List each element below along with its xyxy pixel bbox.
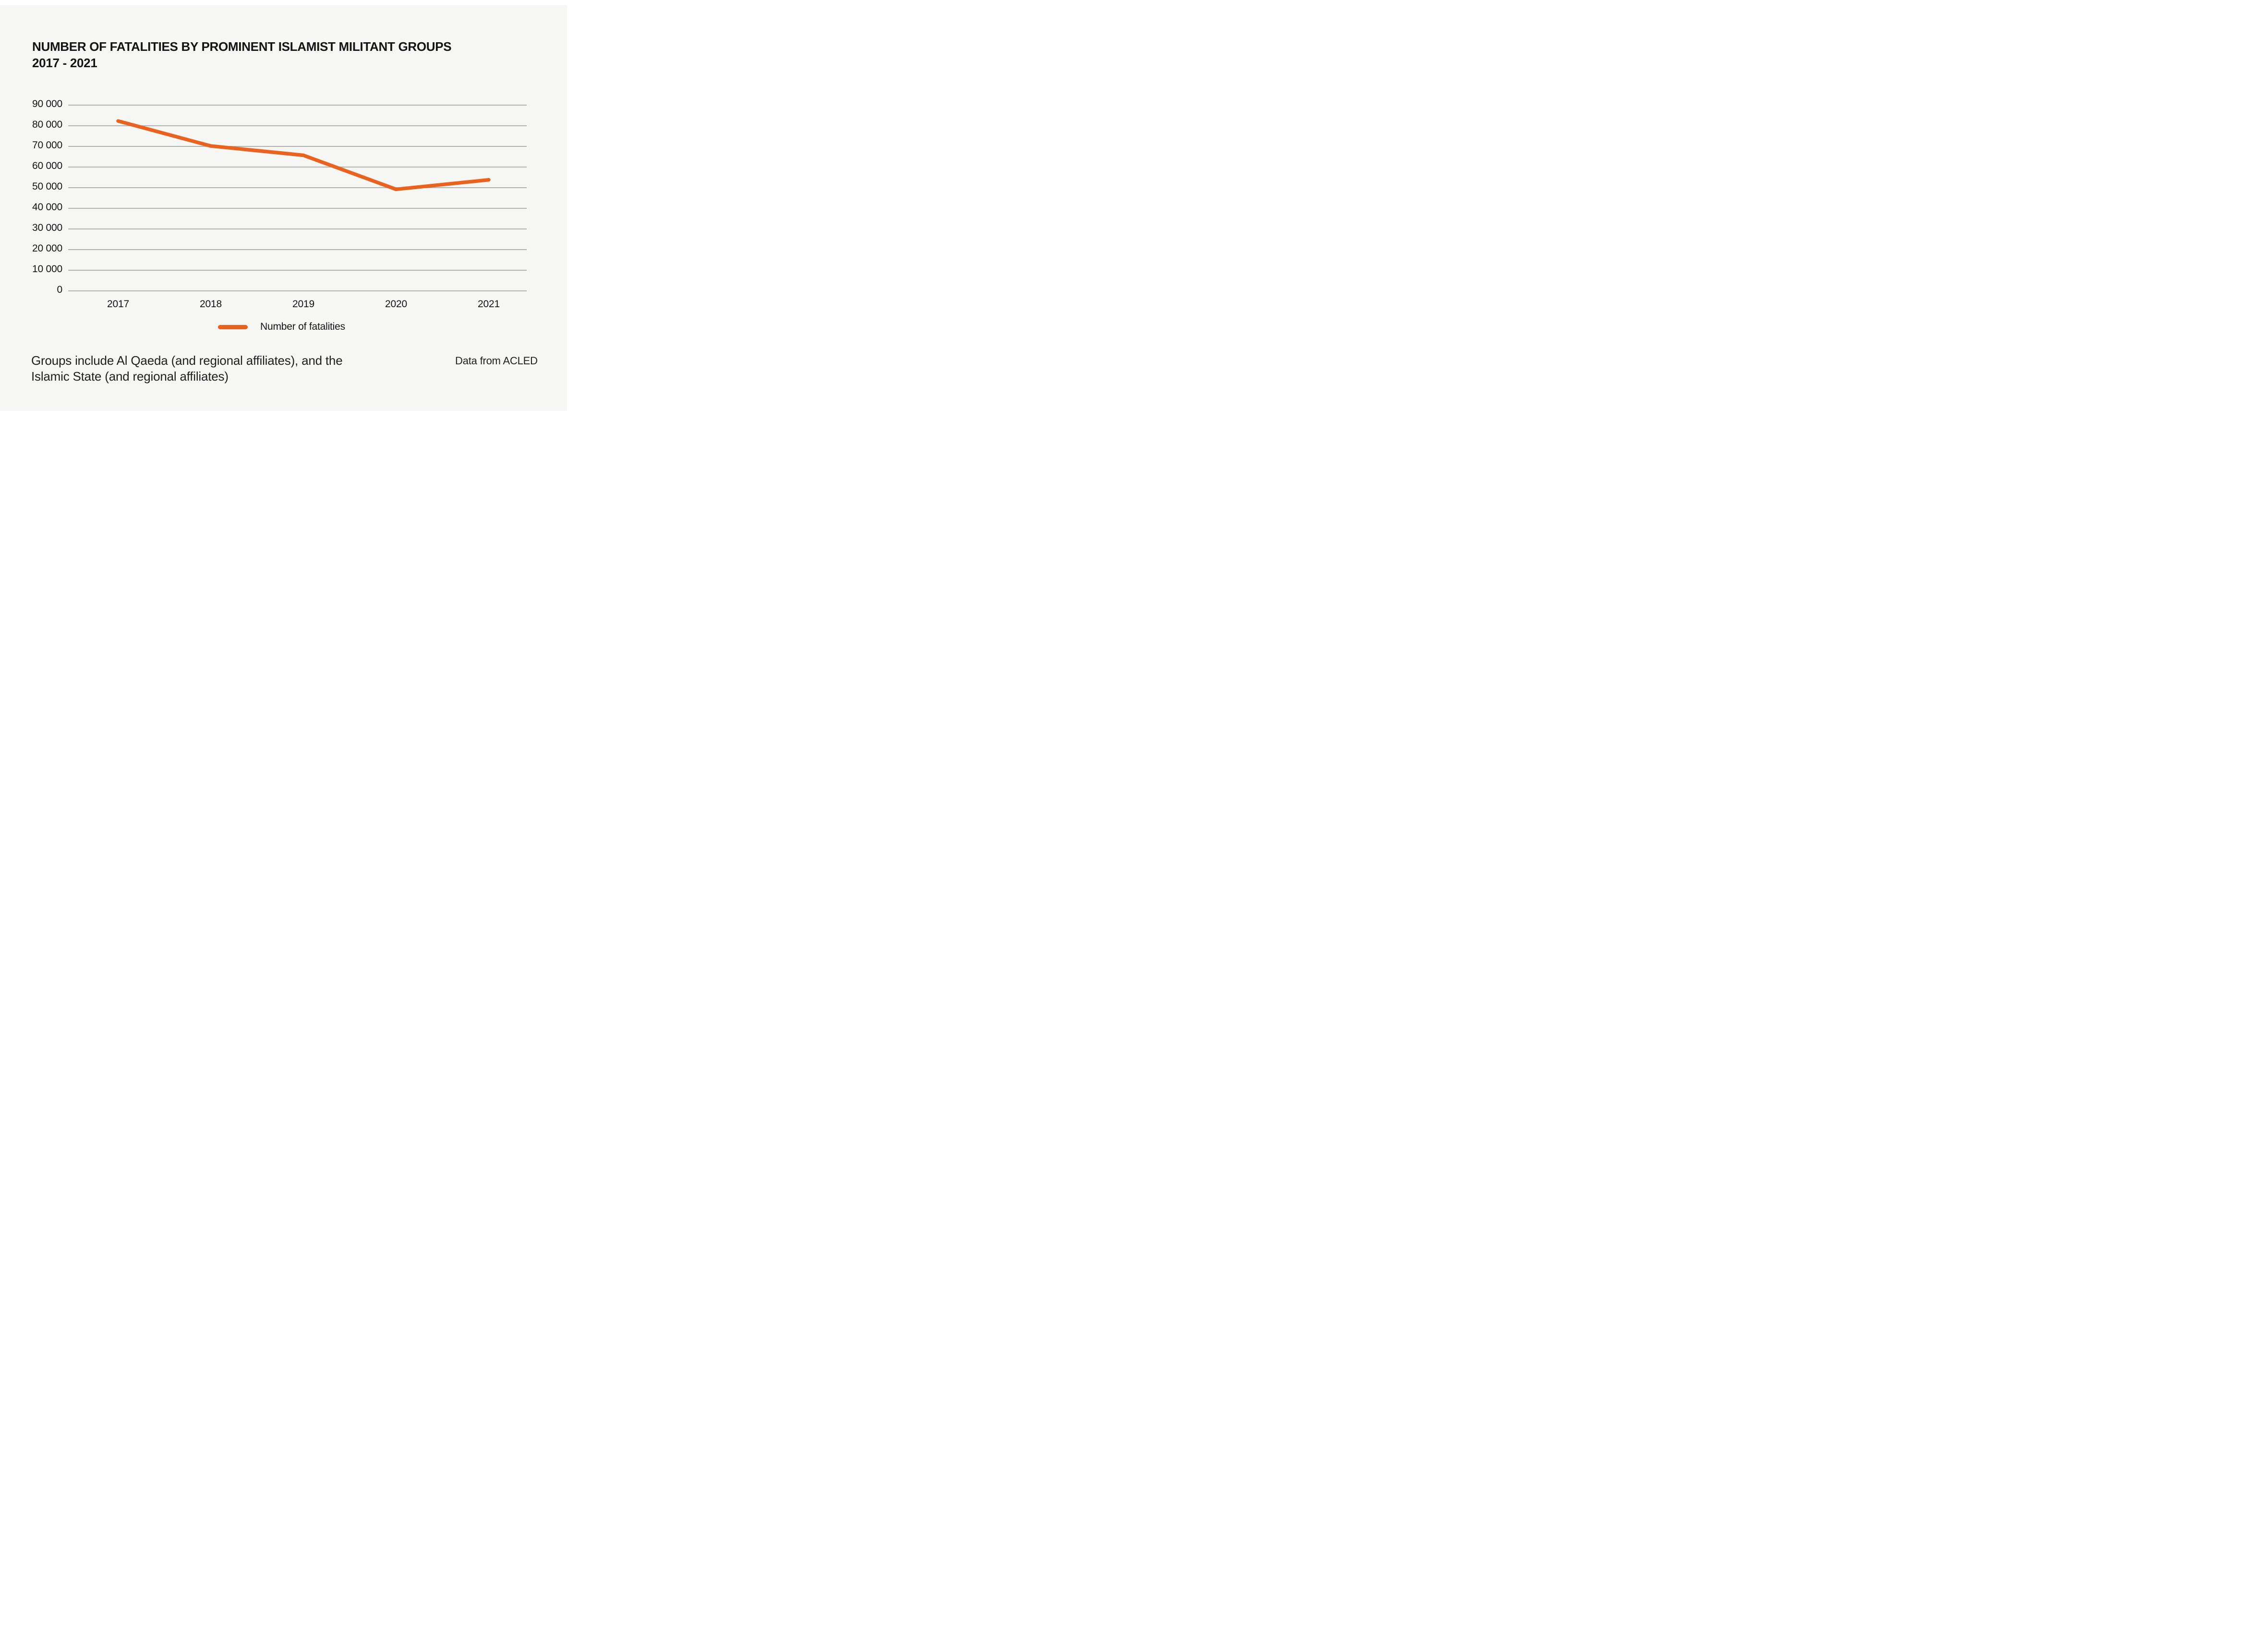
x-axis-tick-label: 2018 (200, 299, 222, 310)
plot-area: 0 10 000 20 000 30 000 40 000 50 000 60 000 70 … (0, 0, 567, 411)
y-axis-tick-label: 20 000 (32, 243, 62, 254)
series-line-number-of-fatalities (116, 119, 491, 192)
x-axis-tick-label: 2017 (107, 299, 129, 310)
chart-page: NUMBER OF FATALITIES BY PROMINENT ISLAMI… (0, 0, 567, 411)
y-axis-tick-label: 50 000 (32, 181, 62, 192)
chart-title-line-1: NUMBER OF FATALITIES BY PROMINENT ISLAMI… (32, 39, 452, 54)
legend-label: Number of fatalities (260, 321, 345, 332)
y-axis-tick-label: 40 000 (32, 202, 62, 213)
fatalities-line-chart (116, 119, 491, 192)
y-axis-tick-label: 60 000 (32, 160, 62, 171)
x-axis-tick-label: 2021 (478, 299, 500, 310)
gridline-y-80000 (68, 125, 527, 126)
gridline-y-10000 (68, 270, 527, 271)
gridline-y-30000 (68, 228, 527, 229)
footnote-line-1: Groups include Al Qaeda (and regional af… (31, 353, 343, 368)
gridline-y-60000 (68, 167, 527, 168)
y-axis-tick-label: 90 000 (32, 98, 62, 109)
gridline-y-20000 (68, 249, 527, 250)
chart-title: NUMBER OF FATALITIES BY PROMINENT ISLAMI… (32, 38, 452, 71)
gridline-y-50000 (68, 187, 527, 188)
legend: Number of fatalities (218, 319, 345, 335)
legend-swatch-number-of-fatalities (218, 324, 248, 329)
y-axis-tick-label: 70 000 (32, 140, 62, 151)
y-axis-tick-label: 30 000 (32, 222, 62, 233)
x-axis-tick-label: 2019 (292, 299, 314, 310)
gridline-y-40000 (68, 208, 527, 209)
x-axis-tick-label: 2020 (385, 299, 407, 310)
y-axis-tick-label: 10 000 (32, 264, 62, 275)
top-strip (0, 0, 567, 5)
chart-title-line-2: 2017 - 2021 (32, 56, 97, 70)
footnote-line-2: Islamic State (and regional affiliates) (31, 369, 229, 384)
y-axis-tick-label: 0 (57, 284, 63, 295)
footnote: Groups include Al Qaeda (and regional af… (31, 353, 343, 384)
data-source-note: Data from ACLED (455, 355, 538, 367)
y-axis-tick-label: 80 000 (32, 119, 62, 130)
gridline-y-0 (68, 290, 527, 291)
gridline-y-70000 (68, 146, 527, 147)
gridline-y-90000 (68, 105, 527, 106)
